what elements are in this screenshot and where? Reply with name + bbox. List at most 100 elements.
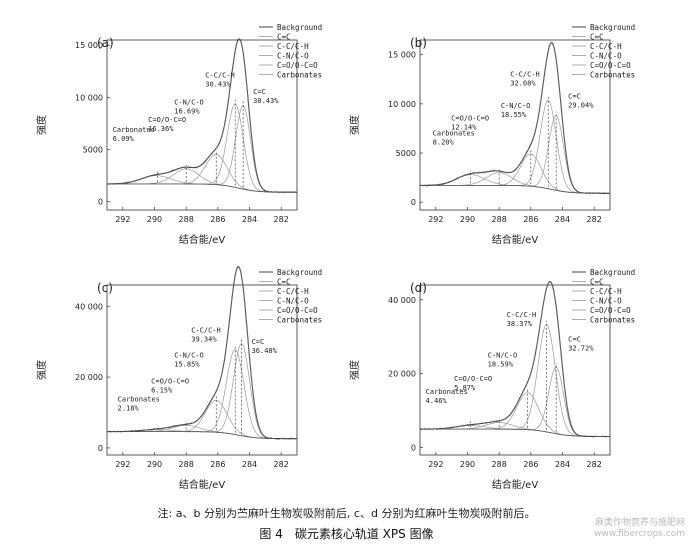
legend-label: Carbonates xyxy=(277,316,322,325)
legend-label: C=O/O-C=O xyxy=(277,61,318,70)
x-tick-label: 286 xyxy=(210,215,225,224)
component-curve xyxy=(420,392,610,437)
figure-caption: 图 4 碳元素核心轨道 XPS 图像 xyxy=(259,527,434,541)
annotation-percent: 30.43% xyxy=(205,80,231,88)
x-tick-label: 290 xyxy=(147,215,162,224)
y-tick-label: 20 000 xyxy=(388,370,416,379)
annotation-percent: 32.72% xyxy=(568,345,594,353)
annotation-label: C=O/O-C=O xyxy=(454,375,492,383)
x-tick-label: 282 xyxy=(587,215,602,224)
x-tick-label: 290 xyxy=(460,460,475,469)
annotation-percent: 32.08% xyxy=(510,80,536,88)
annotation-label: C-N/C-O xyxy=(174,351,204,359)
x-tick-label: 292 xyxy=(428,460,443,469)
component-curve xyxy=(107,349,297,440)
figure-note: 注: a、b 分别为苎麻叶生物炭吸附前后, c、d 分别为红麻叶生物炭吸附前后。 xyxy=(157,507,536,520)
x-tick-label: 284 xyxy=(242,215,257,224)
annotation-label: C-N/C-O xyxy=(501,102,531,110)
legend-label: C-C/C-H xyxy=(277,42,309,51)
annotation-percent: 39.34% xyxy=(191,336,217,344)
legend-label: Carbonates xyxy=(590,316,635,325)
annotation-label: C=O/O-C=O xyxy=(148,116,186,124)
y-tick-label: 0 xyxy=(98,444,103,453)
annotation-label: C=C xyxy=(568,92,581,100)
annotation-label: C=C xyxy=(253,88,266,96)
legend-label: C=C xyxy=(277,278,291,287)
x-tick-label: 288 xyxy=(179,460,194,469)
background-curve xyxy=(107,183,297,193)
legend-label: Background xyxy=(590,23,635,32)
background-curve xyxy=(420,185,610,194)
plot-frame xyxy=(106,39,298,211)
annotation-percent: 16.36% xyxy=(148,125,174,133)
y-axis-label: 强度 xyxy=(35,115,48,135)
annotation-label: Carbonates xyxy=(433,129,475,137)
component-curve xyxy=(420,174,610,194)
annotation-label: Carbonates xyxy=(118,396,160,404)
panel-label: (a) xyxy=(97,36,114,50)
annotation-percent: 36.48% xyxy=(252,347,278,355)
component-curve xyxy=(107,103,297,193)
xps-panel-b: 292 290 288 286 284 282 0 5000 10 000 15 000 结合能/e… xyxy=(348,23,635,246)
component-curve xyxy=(420,153,610,194)
component-curve xyxy=(107,105,297,193)
annotation-percent: 16.69% xyxy=(174,108,200,116)
annotation-label: C-N/C-O xyxy=(488,352,518,360)
y-axis-label: 强度 xyxy=(348,360,361,380)
annotation-percent: 2.18% xyxy=(118,405,140,413)
annotation-percent: 29.04% xyxy=(568,101,594,109)
annotation-label: C-C/C-H xyxy=(205,71,235,79)
raw-spectrum xyxy=(106,38,298,194)
legend-label: C=O/O-C=O xyxy=(590,61,631,70)
legend-label: C-C/C-H xyxy=(590,287,622,296)
watermark: 麻类作物营养与施肥网 www.fibercrops.com xyxy=(594,518,685,540)
legend-label: C-C/C-H xyxy=(590,42,622,51)
envelope-curve xyxy=(420,281,610,438)
x-tick-label: 292 xyxy=(115,215,130,224)
y-tick-label: 20 000 xyxy=(75,373,103,382)
y-tick-label: 0 xyxy=(98,198,103,207)
annotation-percent: 12.14% xyxy=(451,123,477,131)
background-curve xyxy=(107,431,297,440)
annotation-label: C-C/C-H xyxy=(510,71,540,79)
annotation-percent: 6.15% xyxy=(151,387,173,395)
annotation-percent: 5.87% xyxy=(454,384,476,392)
x-axis-label: 结合能/eV xyxy=(179,478,226,491)
legend-label: C=C xyxy=(590,278,604,287)
y-tick-label: 10 000 xyxy=(75,93,103,102)
annotation-percent: 18.55% xyxy=(501,111,527,119)
panel-label: (c) xyxy=(97,281,113,295)
component-curve xyxy=(107,154,297,193)
watermark-line2: www.fibercrops.com xyxy=(594,529,685,539)
x-tick-label: 286 xyxy=(523,460,538,469)
y-tick-label: 15 000 xyxy=(75,41,103,50)
legend-label: C-C/C-H xyxy=(277,287,309,296)
annotation-percent: 18.59% xyxy=(488,361,514,369)
y-tick-label: 0 xyxy=(411,444,416,453)
legend-label: Background xyxy=(277,268,322,277)
y-tick-label: 0 xyxy=(411,198,416,207)
annotation-percent: 4.46% xyxy=(426,397,448,405)
raw-spectrum xyxy=(419,41,611,195)
legend-label: C-N/C-O xyxy=(590,297,622,306)
y-tick-label: 5000 xyxy=(83,146,103,155)
x-tick-label: 286 xyxy=(210,460,225,469)
x-tick-label: 282 xyxy=(274,460,289,469)
annotation-label: C=C xyxy=(568,336,581,344)
y-axis-label: 强度 xyxy=(348,115,361,135)
legend-label: C=O/O-C=O xyxy=(277,306,318,315)
x-tick-label: 286 xyxy=(523,215,538,224)
plot-frame xyxy=(419,284,611,456)
legend-label: C-N/C-O xyxy=(277,297,309,306)
y-axis-label: 强度 xyxy=(35,360,48,380)
annotation-percent: 30.43% xyxy=(253,97,279,105)
x-tick-label: 292 xyxy=(115,460,130,469)
x-axis-label: 结合能/eV xyxy=(492,233,539,246)
panel-label: (d) xyxy=(410,281,427,295)
annotation-label: C-C/C-H xyxy=(507,311,537,319)
legend-label: C=C xyxy=(277,33,291,42)
y-tick-label: 40 000 xyxy=(388,296,416,305)
x-tick-label: 282 xyxy=(274,215,289,224)
xps-panel-a: 292 290 288 286 284 282 0 5000 10 000 15 000 结合能/e… xyxy=(35,23,322,246)
